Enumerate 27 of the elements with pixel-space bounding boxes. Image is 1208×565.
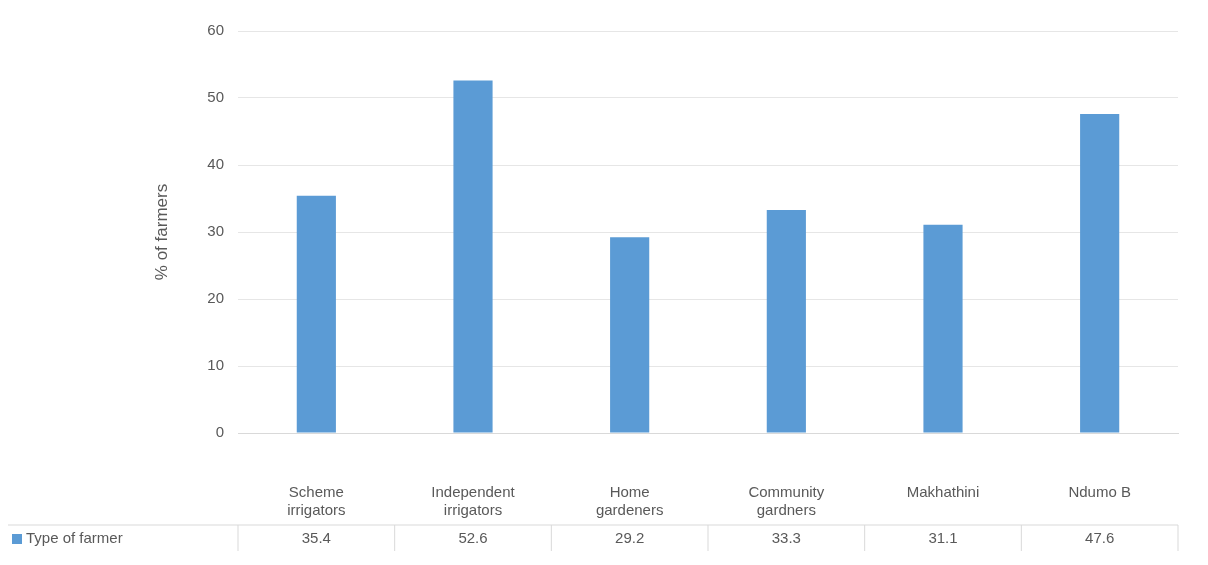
y-tick-label: 40 (207, 155, 224, 173)
data-label: 52.6 (458, 529, 488, 547)
y-tick-label: 50 (207, 88, 224, 106)
x-tick-label: Ndumo B (1068, 483, 1131, 501)
data-label: 35.4 (301, 529, 331, 547)
x-tick-label: Community gardners (748, 483, 825, 519)
bar (610, 237, 650, 433)
x-tick-label: Scheme irrigators (287, 483, 346, 519)
y-axis-title: % of farmers (151, 183, 171, 281)
data-label: 33.3 (771, 529, 801, 547)
y-tick-label: 20 (207, 289, 224, 307)
y-tick-label: 10 (207, 356, 224, 374)
bar (296, 195, 336, 433)
bar (453, 80, 493, 433)
y-tick-label: 60 (207, 21, 224, 39)
bar (923, 224, 963, 433)
data-label: 29.2 (615, 529, 645, 547)
bar (766, 209, 806, 433)
bar (1080, 114, 1120, 433)
x-tick-label: Home gardeners (595, 483, 664, 519)
x-tick-label: Makhathini (906, 483, 980, 501)
legend-label: Type of farmer (26, 529, 123, 547)
data-label: 47.6 (1085, 529, 1115, 547)
y-tick-label: 30 (207, 222, 224, 240)
x-tick-label: Independent irrigators (431, 483, 516, 519)
y-tick-label: 0 (215, 423, 224, 441)
data-label: 31.1 (928, 529, 958, 547)
